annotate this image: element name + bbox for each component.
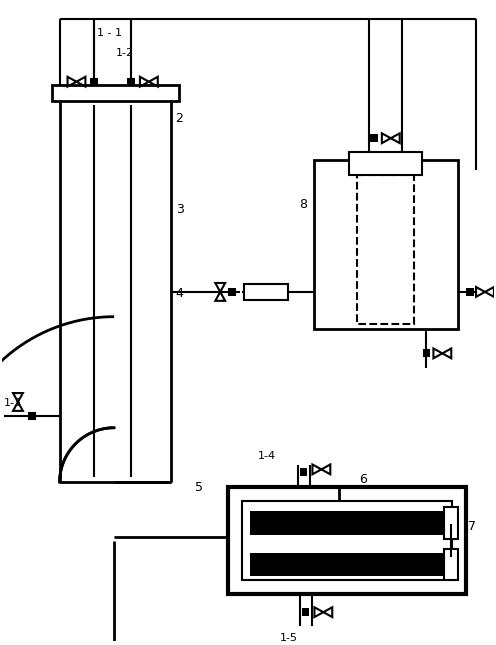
Text: 2: 2 [176,112,184,125]
Bar [466,288,474,296]
Bar [250,511,444,535]
Bar [52,84,179,101]
Text: 1-4: 1-4 [258,450,276,461]
Text: 8: 8 [300,198,308,211]
Text: 3: 3 [176,203,184,216]
Bar [302,608,310,616]
Bar [250,553,444,577]
Text: 7: 7 [468,521,476,533]
Bar [28,412,36,420]
Text: 4: 4 [176,288,184,301]
Bar [90,78,98,86]
Bar [423,350,431,357]
Bar [300,468,308,476]
Text: 1-2: 1-2 [116,48,134,58]
Text: 1-5: 1-5 [280,633,298,643]
Bar [314,160,458,328]
Bar [370,134,378,142]
Bar [244,284,288,300]
Bar [228,288,236,296]
Bar [357,175,414,324]
Bar [242,501,452,580]
Text: 6: 6 [359,473,367,486]
Text: 1 - 1: 1 - 1 [97,28,123,38]
Text: 5: 5 [195,481,203,493]
Bar [127,78,135,86]
Bar [228,487,466,594]
Bar [444,507,458,539]
Text: 1-3: 1-3 [4,398,22,408]
Bar [349,152,422,175]
Bar [444,549,458,580]
